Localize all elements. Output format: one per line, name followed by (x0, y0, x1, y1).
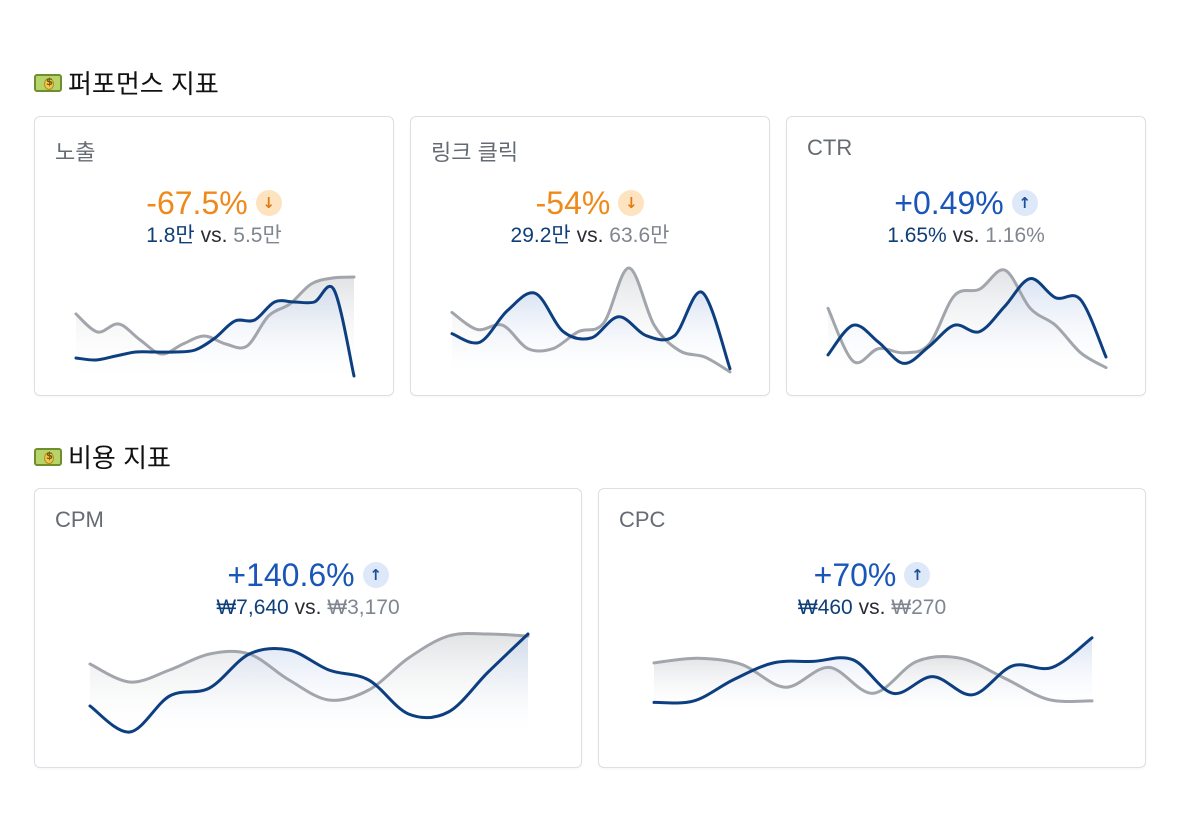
comparison: 1.65% vs. 1.16% (887, 224, 1045, 247)
metric-card-cpc[interactable]: CPC +70% ↑ ₩460 vs. ₩270 (598, 488, 1146, 768)
down-arrow-icon: ↓ (618, 190, 645, 216)
current-series-area (452, 291, 730, 377)
previous-value: 63.6만 (609, 224, 670, 247)
previous-series-line (450, 266, 732, 374)
money-icon (34, 447, 62, 466)
card-title: 링크 클릭 (431, 140, 519, 165)
metric-card-link-clicks[interactable]: 링크 클릭 -54% ↓ 29.2만 vs. 63.6만 (410, 116, 770, 396)
comparison: ₩7,640 vs. ₩3,170 (216, 596, 400, 619)
sparkline-chart (88, 632, 530, 737)
current-value: ₩460 (797, 596, 853, 619)
up-arrow-icon: ↑ (1011, 190, 1038, 216)
previous-value: 5.5만 (233, 224, 282, 247)
card-title: CPM (55, 507, 104, 532)
money-icon (34, 73, 62, 92)
current-series-line (88, 632, 530, 734)
section-title-cost: 비용 지표 (34, 438, 171, 475)
up-arrow-icon: ↑ (362, 562, 389, 588)
current-series-area (90, 634, 528, 737)
current-series-area (76, 286, 354, 379)
previous-series-line (652, 654, 1094, 703)
current-series-line (826, 277, 1108, 365)
comparison: 1.8만 vs. 5.5만 (146, 224, 282, 247)
current-series-line (652, 636, 1094, 705)
sparkline-chart (826, 268, 1108, 377)
change-value: +70% ↑ (814, 557, 931, 593)
metric-card-impressions[interactable]: 노출 -67.5% ↓ 1.8만 vs. 5.5만 (34, 116, 394, 396)
metric-card-cpm[interactable]: CPM +140.6% ↑ ₩7,640 vs. ₩3,170 (34, 488, 582, 768)
change-value: +0.49% ↑ (894, 185, 1038, 221)
section-title-text: 비용 지표 (68, 443, 171, 473)
change-value: -54% ↓ (536, 185, 645, 221)
current-value: ₩7,640 (216, 596, 289, 619)
card-title: CPC (619, 507, 666, 532)
previous-series-line (826, 268, 1108, 370)
card-title: CTR (807, 135, 853, 160)
current-series-area (654, 637, 1092, 713)
change-value: +140.6% ↑ (227, 557, 389, 593)
current-series-line (74, 284, 356, 378)
section-title-performance: 퍼포먼스 지표 (34, 64, 219, 101)
current-value: 1.8만 (146, 224, 195, 247)
sparkline-chart (74, 275, 356, 379)
up-arrow-icon: ↑ (904, 562, 931, 588)
sparkline-chart (450, 266, 732, 377)
current-series-area (828, 278, 1106, 377)
down-arrow-icon: ↓ (255, 190, 282, 216)
card-title: 노출 (55, 140, 96, 165)
previous-value: 1.16% (985, 224, 1045, 247)
comparison: 29.2만 vs. 63.6만 (510, 224, 670, 247)
sparkline-chart (652, 636, 1094, 713)
comparison: ₩460 vs. ₩270 (797, 596, 947, 619)
current-value: 1.65% (887, 224, 947, 247)
previous-series-line (88, 632, 530, 702)
section-title-text: 퍼포먼스 지표 (68, 69, 219, 99)
metric-card-ctr[interactable]: CTR +0.49% ↑ 1.65% vs. 1.16% (786, 116, 1146, 396)
current-series-line (450, 290, 732, 371)
change-value: -67.5% ↓ (146, 185, 282, 221)
current-value: 29.2만 (510, 224, 571, 247)
previous-value: ₩270 (891, 596, 947, 619)
previous-value: ₩3,170 (327, 596, 400, 619)
